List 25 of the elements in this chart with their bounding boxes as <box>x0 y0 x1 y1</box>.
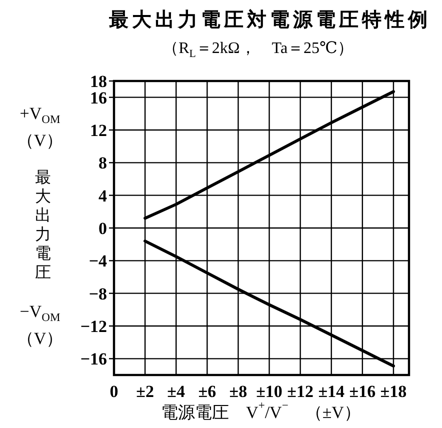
x-tick-label: ±10 <box>256 382 282 400</box>
x-tick-label: ±14 <box>318 382 346 400</box>
y-tick-label: −8 <box>88 284 107 303</box>
chart-title: 最大出力電圧対電源電圧特性例 <box>108 8 431 30</box>
x-tick-label: ±18 <box>380 382 407 400</box>
x-tick-label: ±16 <box>349 382 376 400</box>
y-axis-title: 最大出力電圧 <box>35 169 51 281</box>
y-tick-label: 16 <box>90 88 107 107</box>
y-tick-label: 8 <box>98 153 107 172</box>
x-tick-label: ±8 <box>229 382 248 400</box>
text: 電源電圧 V$^{+}$/V$^{−}$ （±V） <box>161 399 361 422</box>
x-tick-label: ±6 <box>198 382 216 400</box>
y-tick-label: −16 <box>80 349 107 368</box>
y-tick-label: 4 <box>98 186 108 205</box>
text: +V$_{OM}$ （V） <box>16 104 64 150</box>
y-tick-label: −12 <box>80 316 107 336</box>
x-tick-label: ±2 <box>136 382 154 400</box>
text: −V$_{OM}$ （V） <box>16 302 64 348</box>
y-tick-label: 12 <box>90 120 107 140</box>
x-tick-label: ±12 <box>287 382 314 400</box>
y-tick-label: 0 <box>98 218 107 238</box>
y-tick-label: 18 <box>90 72 107 90</box>
x-tick-label: ±4 <box>167 382 186 400</box>
y-tick-label: −4 <box>88 251 108 270</box>
chart-subtitle: （R$_{L}$＝2kΩ， Ta＝25℃） <box>162 40 354 60</box>
